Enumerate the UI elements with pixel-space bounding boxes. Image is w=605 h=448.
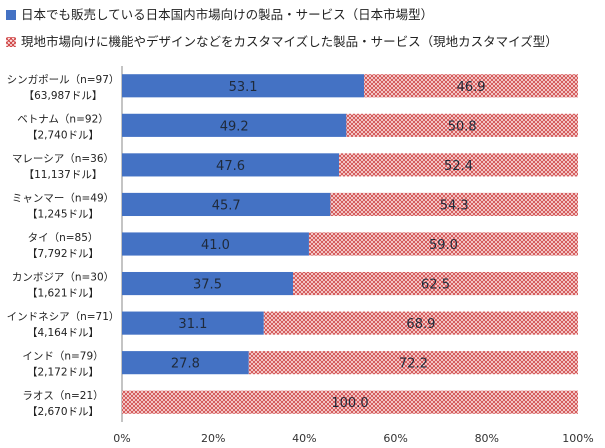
category-sublabel: 【1,245ドル】 xyxy=(27,208,99,220)
category-label: ラオス（n=21） xyxy=(22,390,103,402)
data-label-japan-market: 45.7 xyxy=(212,198,241,213)
x-tick-label: 20% xyxy=(201,432,225,445)
data-label-local-custom: 50.8 xyxy=(448,119,477,134)
x-tick-label: 60% xyxy=(383,432,407,445)
category-sublabel: 【4,164ドル】 xyxy=(27,327,99,339)
data-label-japan-market: 27.8 xyxy=(171,357,200,372)
bar-segment-local-custom xyxy=(122,390,578,414)
data-label-local-custom: 46.9 xyxy=(457,80,486,95)
data-label-local-custom: 72.2 xyxy=(399,357,428,372)
legend-item-japan-market: 日本でも販売している日本国内市場向けの製品・サービス（日本市場型） xyxy=(6,7,433,23)
data-label-japan-market: 37.5 xyxy=(193,278,222,293)
data-label-local-custom: 100.0 xyxy=(331,396,368,411)
category-label: インド（n=79） xyxy=(22,351,103,363)
data-label-local-custom: 52.4 xyxy=(444,159,473,174)
category-sublabel: 【2,740ドル】 xyxy=(27,129,99,141)
bar-segment-local-custom xyxy=(248,351,578,375)
data-label-local-custom: 62.5 xyxy=(421,278,450,293)
data-label-japan-market: 49.2 xyxy=(220,119,249,134)
bar-segment-japan-market xyxy=(122,311,264,335)
legend-item-local-custom: 現地市場向けに機能やデザインなどをカスタマイズした製品・サービス（現地カスタマイ… xyxy=(6,34,558,50)
legend-swatch-japan-market xyxy=(6,10,16,20)
bar-segment-japan-market xyxy=(122,271,293,296)
bar-segment-local-custom xyxy=(364,74,578,98)
bar-segment-japan-market xyxy=(122,153,340,177)
category-label: マレーシア（n=36） xyxy=(12,153,114,165)
data-label-local-custom: 68.9 xyxy=(406,317,435,332)
bar-segment-japan-market xyxy=(122,113,347,137)
legend-label-japan-market: 日本でも販売している日本国内市場向けの製品・サービス（日本市場型） xyxy=(21,7,434,22)
bar-segment-local-custom xyxy=(293,271,578,296)
category-sublabel: 【63,987ドル】 xyxy=(24,90,103,102)
category-sublabel: 【2,670ドル】 xyxy=(27,406,99,418)
data-label-japan-market: 47.6 xyxy=(216,159,245,174)
data-label-local-custom: 54.3 xyxy=(440,198,469,213)
category-label: タイ（n=85） xyxy=(28,232,99,244)
category-label: ミャンマー（n=49） xyxy=(12,192,114,204)
bar-segment-local-custom xyxy=(308,232,578,256)
x-tick-label: 0% xyxy=(113,432,130,445)
bar-segment-japan-market xyxy=(122,351,249,375)
bar-segment-local-custom xyxy=(346,113,578,137)
data-label-local-custom: 59.0 xyxy=(429,238,458,253)
legend-label-local-custom: 現地市場向けに機能やデザインなどをカスタマイズした製品・サービス（現地カスタマイ… xyxy=(21,34,558,49)
bar-segment-japan-market xyxy=(122,192,331,217)
category-label: インドネシア（n=71） xyxy=(7,311,120,323)
data-label-japan-market: 53.1 xyxy=(229,80,258,95)
category-sublabel: 【7,792ドル】 xyxy=(27,248,99,260)
bar-segment-local-custom xyxy=(330,192,578,217)
category-sublabel: 【2,172ドル】 xyxy=(27,367,99,379)
data-label-japan-market: 41.0 xyxy=(201,238,230,253)
data-label-japan-market: 31.1 xyxy=(178,317,207,332)
x-tick-label: 80% xyxy=(475,432,499,445)
category-label: ベトナム（n=92） xyxy=(17,113,109,125)
category-sublabel: 【11,137ドル】 xyxy=(24,169,103,181)
bar-segment-japan-market xyxy=(122,232,309,256)
x-tick-label: 100% xyxy=(562,432,593,445)
bar-segment-japan-market xyxy=(122,74,365,98)
x-tick-label: 40% xyxy=(292,432,316,445)
bar-segment-local-custom xyxy=(263,311,578,335)
category-label: カンボジア（n=30） xyxy=(12,272,114,284)
category-sublabel: 【1,621ドル】 xyxy=(27,288,99,300)
category-label: シンガポール（n=97） xyxy=(7,74,120,86)
legend-swatch-local-custom xyxy=(6,37,16,47)
bar-segment-local-custom xyxy=(339,153,578,177)
